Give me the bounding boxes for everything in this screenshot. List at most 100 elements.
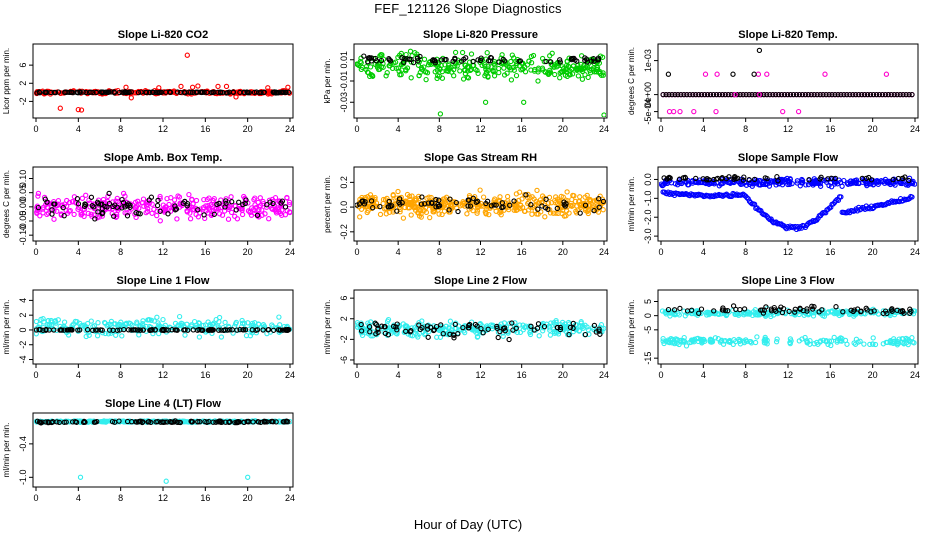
data-point [111, 213, 117, 219]
data-point [181, 89, 188, 95]
data-point [535, 206, 541, 212]
y-tick-label: 6 [339, 296, 349, 301]
x-tick-label: 8 [743, 247, 748, 257]
data-point [906, 91, 912, 98]
data-point [490, 67, 496, 74]
data-point [119, 333, 125, 339]
data-point [257, 195, 263, 201]
data-point [883, 71, 890, 77]
data-point [422, 331, 428, 338]
y-tick-label: -0.2 [339, 224, 349, 240]
data-point [187, 216, 194, 222]
data-point [870, 335, 876, 341]
x-tick-label: 24 [285, 124, 295, 134]
data-point [799, 336, 805, 342]
data-point [833, 304, 839, 310]
data-point [536, 200, 542, 206]
data-point [558, 193, 564, 200]
data-point [262, 211, 268, 217]
data-point [260, 198, 266, 205]
data-point [766, 183, 773, 189]
data-point [60, 204, 66, 211]
data-point [792, 223, 798, 230]
data-point [666, 174, 672, 181]
data-point [868, 309, 874, 315]
y-tick-label: 0.01 [339, 51, 349, 69]
data-point [820, 91, 826, 98]
data-point [361, 328, 368, 334]
data-point [802, 91, 809, 98]
data-point [415, 58, 421, 64]
data-point [106, 327, 113, 333]
data-point [541, 323, 548, 330]
data-point [84, 327, 91, 333]
data-point [414, 55, 421, 61]
data-point [182, 332, 188, 338]
data-point [574, 58, 580, 64]
data-point [727, 339, 733, 346]
data-point [86, 332, 92, 338]
data-point [260, 327, 266, 333]
data-point [435, 61, 441, 67]
data-point [377, 211, 384, 218]
data-point [601, 112, 606, 117]
data-point [493, 202, 499, 208]
data-point [416, 320, 422, 326]
data-point [393, 324, 399, 330]
data-point [377, 203, 383, 210]
points-layer [659, 173, 917, 233]
data-point [271, 89, 278, 95]
data-point [277, 327, 284, 333]
data-point [695, 180, 701, 186]
data-point [397, 72, 403, 78]
data-point [381, 329, 387, 335]
data-point [675, 310, 681, 316]
y-tick-label: 0 [643, 313, 653, 318]
data-point [882, 91, 889, 98]
data-point [483, 210, 489, 217]
data-point [826, 338, 833, 344]
data-point [848, 307, 854, 313]
data-point [111, 90, 118, 96]
data-point [762, 334, 768, 341]
data-point [374, 64, 381, 71]
x-tick-label: 8 [437, 370, 442, 380]
data-point [367, 64, 374, 70]
x-tick-label: 8 [118, 493, 123, 503]
data-point [575, 73, 582, 79]
data-point [201, 212, 207, 218]
x-tick-label: 12 [158, 370, 168, 380]
data-point [55, 89, 62, 95]
data-point [201, 89, 207, 95]
x-tick-label: 12 [158, 124, 168, 134]
data-point [702, 71, 709, 77]
data-point [179, 322, 185, 329]
data-point [885, 91, 891, 98]
data-point [129, 322, 135, 328]
data-point [415, 193, 422, 200]
data-point [513, 63, 519, 69]
data-point [823, 210, 829, 216]
data-point [464, 211, 470, 217]
data-point [452, 49, 459, 56]
data-point [595, 66, 601, 73]
data-point [196, 320, 203, 327]
data-point [34, 318, 40, 325]
panel-title: Slope Line 3 Flow [742, 275, 835, 287]
y-axis-label: ml/min per min. [323, 300, 332, 355]
data-point [793, 91, 800, 98]
data-point [543, 196, 549, 202]
data-point [863, 305, 869, 311]
data-point [675, 91, 681, 98]
data-point [660, 91, 666, 98]
data-point [564, 58, 570, 65]
data-point [876, 91, 883, 98]
data-point [491, 202, 497, 208]
data-point [889, 306, 895, 312]
data-point [671, 307, 678, 313]
data-point [707, 91, 714, 98]
data-point [438, 322, 444, 328]
data-point [83, 192, 89, 198]
data-point [422, 201, 428, 207]
data-point [93, 89, 100, 95]
